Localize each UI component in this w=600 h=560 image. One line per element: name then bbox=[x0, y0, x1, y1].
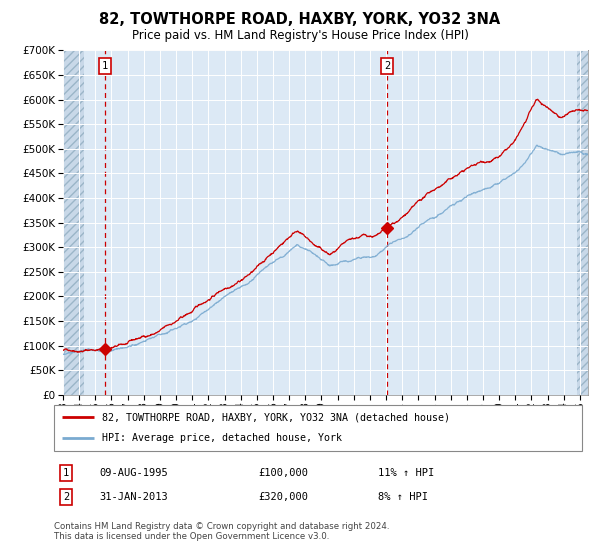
Text: 82, TOWTHORPE ROAD, HAXBY, YORK, YO32 3NA (detached house): 82, TOWTHORPE ROAD, HAXBY, YORK, YO32 3N… bbox=[101, 412, 449, 422]
Text: £100,000: £100,000 bbox=[258, 468, 308, 478]
Text: 31-JAN-2013: 31-JAN-2013 bbox=[99, 492, 168, 502]
Text: 82, TOWTHORPE ROAD, HAXBY, YORK, YO32 3NA: 82, TOWTHORPE ROAD, HAXBY, YORK, YO32 3N… bbox=[100, 12, 500, 27]
Text: 8% ↑ HPI: 8% ↑ HPI bbox=[378, 492, 428, 502]
Text: 2: 2 bbox=[384, 61, 391, 71]
Text: 09-AUG-1995: 09-AUG-1995 bbox=[99, 468, 168, 478]
Text: HPI: Average price, detached house, York: HPI: Average price, detached house, York bbox=[101, 433, 341, 444]
Text: Contains HM Land Registry data © Crown copyright and database right 2024.
This d: Contains HM Land Registry data © Crown c… bbox=[54, 522, 389, 542]
Text: £320,000: £320,000 bbox=[258, 492, 308, 502]
Text: 1: 1 bbox=[63, 468, 69, 478]
Text: 2: 2 bbox=[63, 492, 69, 502]
Text: Price paid vs. HM Land Registry's House Price Index (HPI): Price paid vs. HM Land Registry's House … bbox=[131, 29, 469, 42]
Text: 1: 1 bbox=[102, 61, 108, 71]
Text: 11% ↑ HPI: 11% ↑ HPI bbox=[378, 468, 434, 478]
